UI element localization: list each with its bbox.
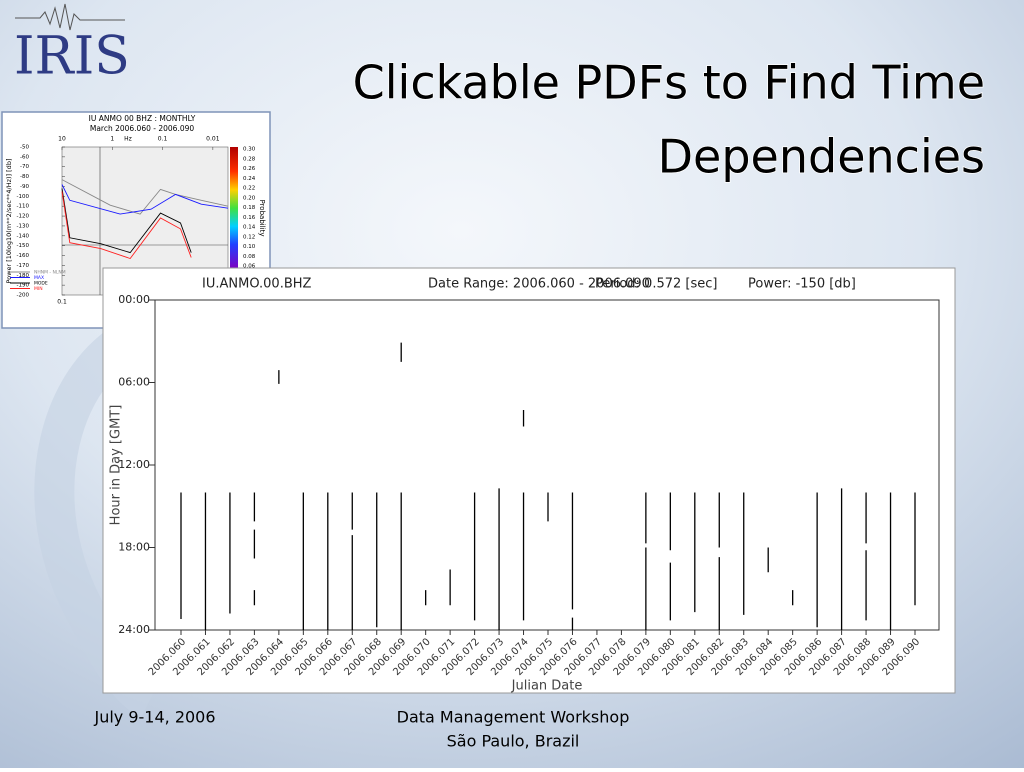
slide-title: Dependencies (658, 130, 985, 184)
y-tick-label: -110 (17, 204, 30, 210)
logo-wave (15, 3, 125, 31)
series-line (61, 184, 229, 215)
series-line (61, 179, 229, 215)
legend-label: MAX (34, 275, 44, 281)
x-tick-label: 10 (58, 136, 66, 143)
y-axis-label: Hour in Day [GMT] (109, 405, 124, 526)
colorbar-tick-label: 0.26 (243, 166, 256, 172)
series-line (61, 188, 192, 254)
colorbar-tick-label: 0.30 (243, 147, 256, 153)
legend-label: NHNM - NLNM (34, 270, 66, 276)
y-tick-label: -70 (20, 164, 29, 170)
x-top-label: Hz (124, 136, 132, 143)
chart-header: IU.ANMO.00.BHZ (202, 277, 312, 292)
x-tick-label: 0.1 (158, 136, 168, 143)
y-tick-label: 00:00 (118, 293, 150, 306)
y-tick-label: -50 (20, 145, 29, 151)
y-tick-label: -130 (17, 223, 30, 229)
colorbar-tick-label: 0.22 (243, 186, 255, 192)
slide-title: Clickable PDFs to Find Time (353, 56, 985, 110)
chart-header: Date Range: 2006.060 - 2006.090 (428, 277, 650, 292)
inset-title: IU ANMO 00 BHZ : MONTHLY (89, 114, 196, 123)
footer-event: Data Management Workshop (397, 708, 630, 727)
colorbar-tick-label: 0.08 (243, 254, 256, 260)
y-axis-label: Power [10log10(m**2/sec**4/Hz)] [db] (5, 159, 13, 284)
y-tick-label: -90 (20, 184, 29, 190)
x-tick-label: 0.01 (206, 136, 220, 143)
colorbar-tick-label: 0.20 (243, 195, 256, 201)
legend-label: MODE (34, 281, 48, 287)
chart-header: Period: 0.572 [sec] (595, 277, 717, 292)
x-tick-label: 1 (110, 136, 114, 143)
x-bottom-tick-label: 0.1 (57, 299, 67, 306)
series-line (61, 191, 192, 260)
plot-area (154, 299, 940, 631)
y-tick-label: 12:00 (118, 458, 150, 471)
y-tick-label: -160 (17, 253, 30, 259)
colorbar-tick-label: 0.06 (243, 264, 256, 270)
y-tick-label: -140 (17, 233, 30, 239)
colorbar-tick-label: 0.16 (243, 215, 256, 221)
y-tick-label: -180 (17, 273, 30, 279)
y-tick-label: -190 (17, 283, 30, 289)
y-tick-label: -80 (20, 174, 29, 180)
y-tick-label: -200 (17, 293, 30, 299)
colorbar-tick-label: 0.12 (243, 234, 255, 240)
footer-event: São Paulo, Brazil (447, 732, 580, 751)
colorbar-tick-label: 0.18 (243, 205, 256, 211)
x-axis-label: Julian Date (511, 679, 583, 694)
footer-date: July 9-14, 2006 (93, 708, 215, 727)
inset-subtitle: March 2006.060 - 2006.090 (90, 124, 195, 133)
y-tick-label: 18:00 (118, 541, 150, 554)
y-tick-label: -170 (17, 263, 30, 269)
y-tick-label: 24:00 (118, 623, 150, 636)
y-tick-label: 06:00 (118, 376, 150, 389)
y-tick-label: -150 (17, 243, 30, 249)
y-tick-label: -120 (17, 214, 30, 220)
colorbar-tick-label: 0.14 (243, 225, 256, 231)
colorbar-tick-label: 0.10 (243, 244, 256, 250)
y-tick-label: -100 (17, 194, 30, 200)
colorbar-tick-label: 0.24 (243, 176, 256, 182)
logo: IRIS (14, 27, 130, 87)
colorbar (230, 147, 238, 269)
colorbar-tick-label: 0.28 (243, 156, 256, 162)
y-tick-label: -60 (20, 154, 29, 160)
colorbar-label: Probability (258, 199, 266, 236)
chart-header: Power: -150 [db] (748, 277, 856, 292)
legend-label: MIN (34, 286, 43, 292)
